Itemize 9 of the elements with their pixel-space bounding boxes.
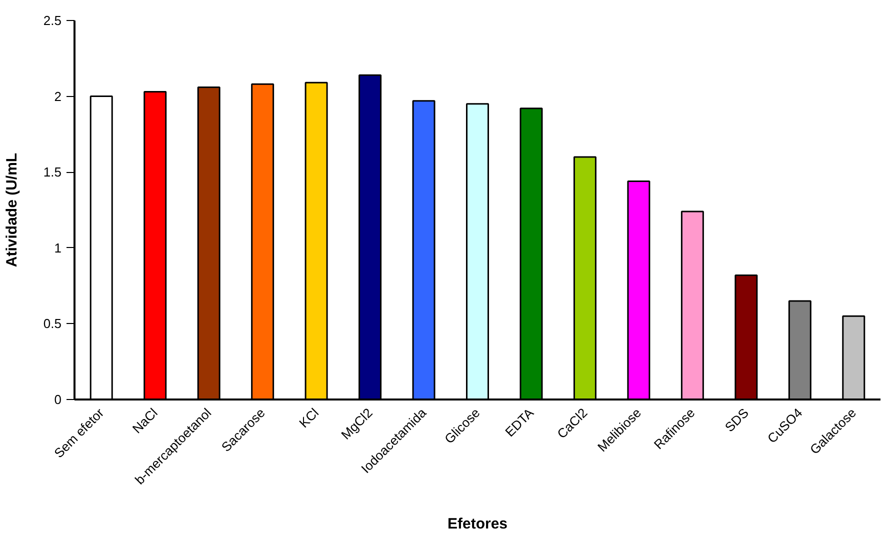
y-tick-label: 1.5: [43, 164, 62, 180]
x-tick-label: KCl: [296, 405, 322, 431]
x-axis-title: Efetores: [447, 516, 508, 533]
y-tick-label: 0: [54, 392, 62, 407]
y-axis-title: Atividade (U/mL: [3, 152, 20, 268]
y-tick-label: 2.5: [43, 13, 62, 28]
y-tick-label: 0.5: [43, 316, 62, 332]
y-tick-label: 2: [54, 88, 62, 104]
y-tick-label: 1: [54, 240, 62, 256]
